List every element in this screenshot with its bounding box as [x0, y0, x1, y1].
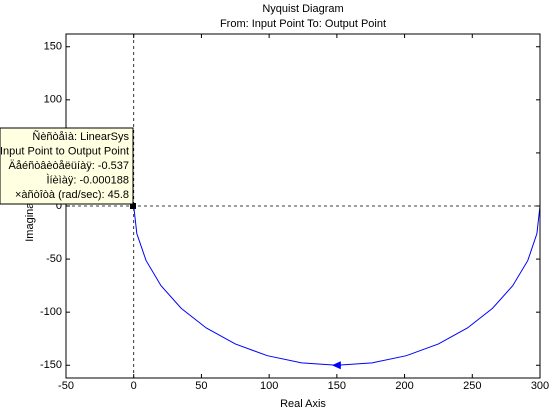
datatip-line: ×àñòîòà (rad/sec): 45.8: [15, 189, 129, 201]
datatip-marker: [129, 203, 136, 210]
y-tick-label: 0: [56, 200, 62, 212]
x-tick-label: 200: [395, 380, 413, 392]
datatip-line: Äåéñòâèòåëüíàÿ: -0.537: [9, 160, 130, 172]
y-tick-label: -100: [40, 306, 62, 318]
chart-subtitle: From: Input Point To: Output Point: [220, 18, 386, 30]
x-tick-label: 300: [531, 380, 549, 392]
direction-arrow: [331, 361, 341, 370]
datatip-line: Input Point to Output Point: [0, 145, 129, 157]
x-tick-label: 0: [131, 380, 137, 392]
y-tick-label: 100: [44, 94, 62, 106]
chart-title: Nyquist Diagram: [262, 3, 343, 15]
datatip-box: [0, 127, 134, 205]
datatip-line: Ñèñòåìà: LinearSys: [32, 130, 129, 143]
axes-box: [65, 33, 541, 379]
x-tick-label: -50: [58, 380, 74, 392]
y-tick-label: 150: [44, 41, 62, 53]
x-tick-label: 100: [260, 380, 278, 392]
y-tick-label: -150: [40, 359, 62, 371]
x-axis-label: Real Axis: [280, 398, 326, 410]
y-tick-label: -50: [46, 253, 62, 265]
x-tick-label: 150: [328, 380, 346, 392]
datatip-line: Ìíèìàÿ: -0.000188: [46, 173, 129, 186]
x-tick-label: 250: [463, 380, 481, 392]
x-tick-label: 50: [195, 380, 207, 392]
